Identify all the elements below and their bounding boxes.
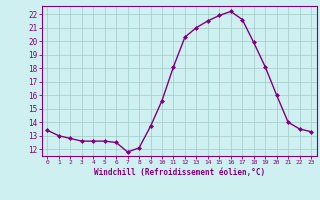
X-axis label: Windchill (Refroidissement éolien,°C): Windchill (Refroidissement éolien,°C) — [94, 168, 265, 177]
